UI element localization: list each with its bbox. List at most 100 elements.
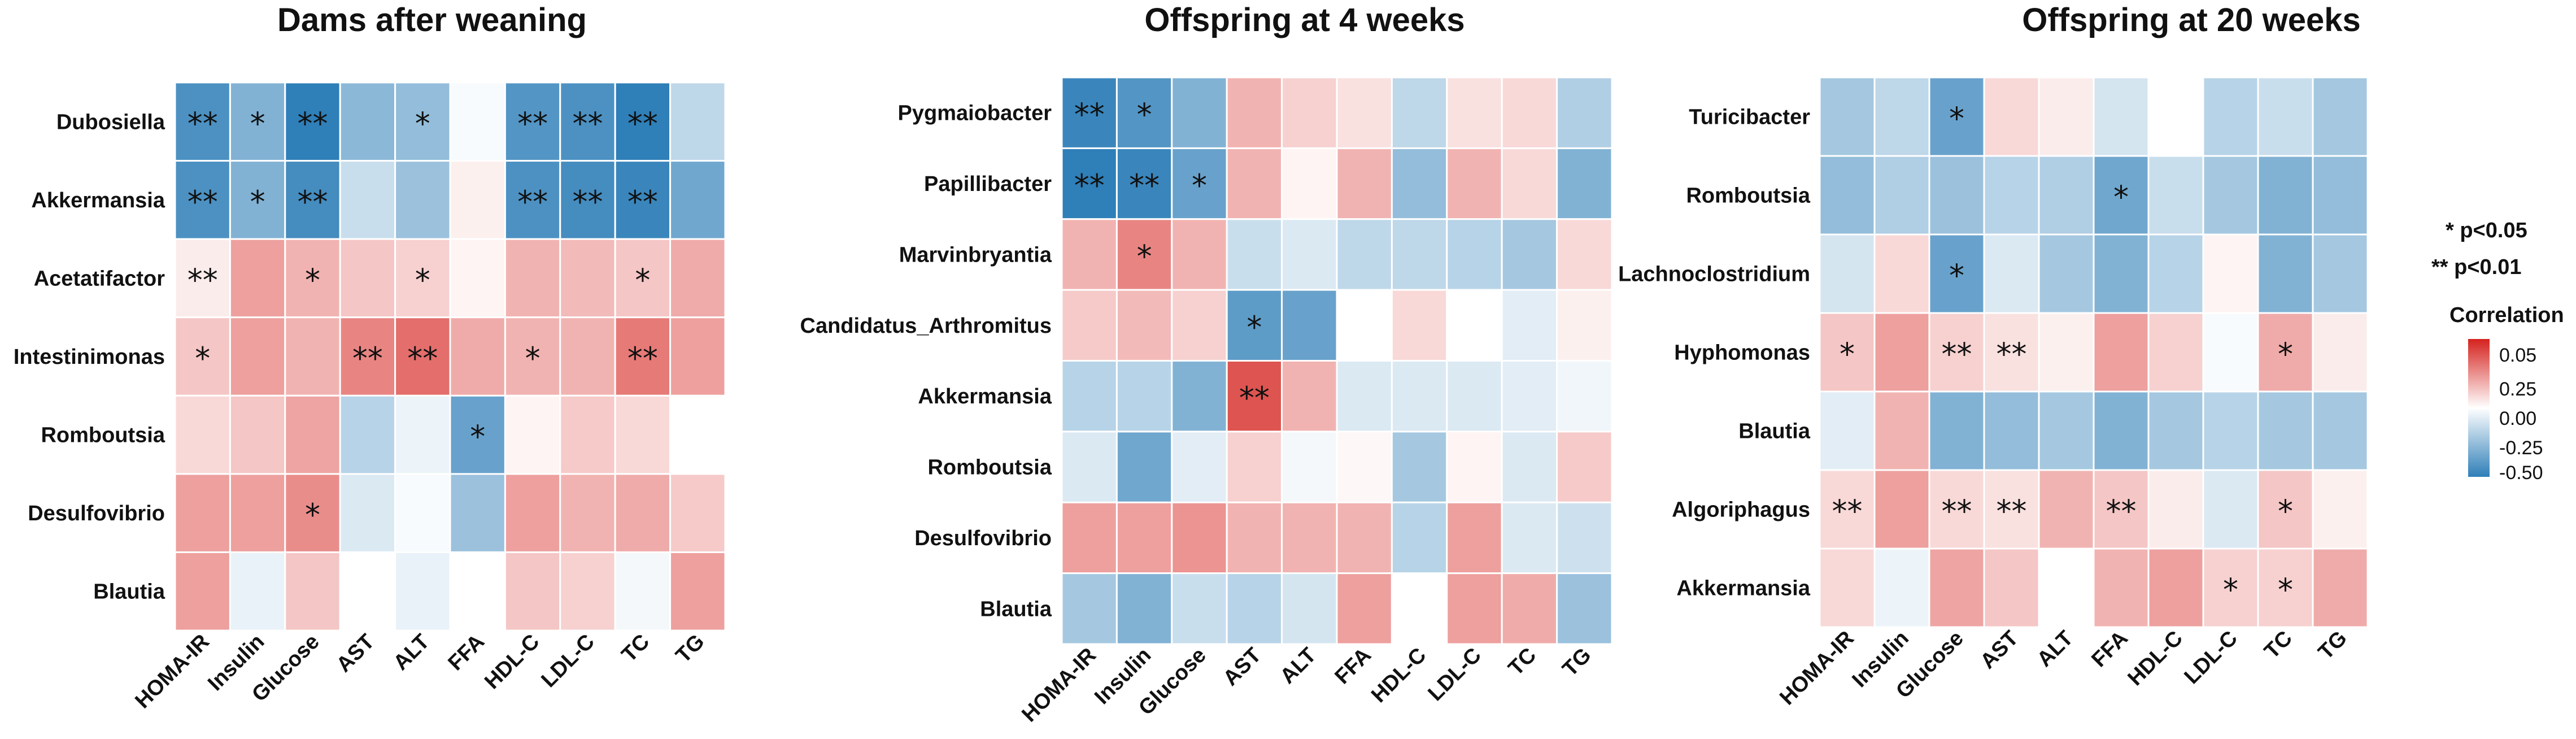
- cell-romboutsia-glucose: [1171, 431, 1228, 503]
- star-pygmaiobacter-insulin: *: [1137, 97, 1152, 133]
- cell-blautia-insulin: [229, 551, 286, 632]
- star-dubosiella-ldl-c: **: [573, 106, 603, 141]
- star-intestinimonas-hdl-c: *: [525, 341, 541, 376]
- cell-candidatus-arthromitus-glucose: [1171, 289, 1228, 362]
- cell-akkermansia-ast: [1983, 547, 2040, 628]
- star-algoriphagus-ast: **: [1997, 494, 2027, 529]
- star-dubosiella-homa-ir: **: [188, 106, 218, 141]
- row-label-algoriphagus: Algoriphagus: [1672, 498, 1810, 522]
- star-akkermansia-ast: **: [1239, 380, 1270, 416]
- cell-blautia-alt: [2038, 390, 2095, 471]
- cell-turicibacter-tg: [2312, 76, 2369, 157]
- star-lachnoclostridium-glucose: *: [1949, 258, 1964, 294]
- star-dubosiella-insulin: *: [250, 106, 265, 141]
- cell-turicibacter-alt: [2038, 76, 2095, 157]
- panel-title: Offspring at 20 weeks: [2022, 2, 2361, 38]
- star-marvinbryantia-insulin: *: [1137, 238, 1152, 274]
- star-acetatifactor-alt: *: [415, 262, 430, 298]
- row-label-candidatus-arthromitus: Candidatus_Arthromitus: [800, 314, 1052, 338]
- cell-romboutsia-alt: [1281, 431, 1338, 503]
- cell-turicibacter-hdl-c: [2147, 76, 2204, 157]
- star-dubosiella-tc: **: [627, 106, 658, 141]
- heatmap-cells: [174, 81, 726, 632]
- cell-blautia-homa-ir: [1061, 572, 1118, 645]
- cell-candidatus-arthromitus-alt: [1281, 289, 1338, 362]
- cell-blautia-tc: [1501, 572, 1558, 645]
- cell-candidatus-arthromitus-tg: [1556, 289, 1613, 362]
- cell-turicibacter-insulin: [1873, 76, 1930, 157]
- cell-algoriphagus-homa-ir: [1819, 469, 1876, 550]
- star-papillibacter-glucose: *: [1192, 168, 1207, 203]
- cell-desulfovibrio-insulin: [229, 473, 286, 554]
- cell-desulfovibrio-homa-ir: [174, 473, 231, 554]
- cell-romboutsia-hdl-c: [504, 394, 561, 475]
- cell-intestinimonas-tg: [669, 316, 726, 397]
- cell-blautia-homa-ir: [1819, 390, 1876, 471]
- cell-turicibacter-ldl-c: [2202, 76, 2259, 157]
- cell-lachnoclostridium-alt: [2038, 233, 2095, 314]
- cell-marvinbryantia-tg: [1556, 218, 1613, 291]
- colorbar-tick-label: 0.05: [2499, 345, 2536, 366]
- cell-candidatus-arthromitus-ffa: [1336, 289, 1393, 362]
- cell-blautia-tc: [614, 551, 672, 632]
- cell-akkermansia-ldl-c: [1446, 360, 1503, 433]
- cell-romboutsia-tc: [614, 394, 672, 475]
- cell-papillibacter-alt: [1281, 147, 1338, 220]
- cell-romboutsia-ldl-c: [559, 394, 616, 475]
- cell-pygmaiobacter-tc: [1501, 76, 1558, 149]
- cell-pygmaiobacter-ast: [1226, 76, 1283, 149]
- row-label-marvinbryantia: Marvinbryantia: [899, 243, 1052, 267]
- panel-offspring-20-weeks: Offspring at 20 weeks **** ** ** *** ** ** ** *…: [1618, 2, 2369, 710]
- cell-turicibacter-ffa: [2093, 76, 2150, 157]
- cell-romboutsia-hdl-c: [1391, 431, 1448, 503]
- cell-akkermansia-homa-ir: [1061, 360, 1118, 433]
- row-label-intestinimonas: Intestinimonas: [14, 345, 165, 369]
- cell-desulfovibrio-glucose: [1171, 501, 1228, 575]
- cell-desulfovibrio-tg: [1556, 501, 1613, 575]
- cell-desulfovibrio-ffa: [449, 473, 506, 554]
- row-label-akkermansia: Akkermansia: [918, 385, 1052, 408]
- cell-pygmaiobacter-hdl-c: [1391, 76, 1448, 149]
- star-akkermansia-homa-ir: **: [188, 184, 218, 220]
- cell-algoriphagus-tc: [2257, 469, 2314, 550]
- cell-akkermansia-insulin: [229, 160, 286, 240]
- star-acetatifactor-glucose: *: [305, 262, 320, 298]
- cell-intestinimonas-homa-ir: [174, 316, 231, 397]
- cell-blautia-ffa: [449, 551, 506, 632]
- cell-blautia-tg: [1556, 572, 1613, 645]
- row-labels: Turicibacter Romboutsia Lachnoclostridium H…: [1618, 106, 1811, 601]
- cell-marvinbryantia-tc: [1501, 218, 1558, 291]
- cell-pygmaiobacter-insulin: [1115, 76, 1173, 149]
- cell-romboutsia-ffa: [1336, 431, 1393, 503]
- cell-desulfovibrio-insulin: [1115, 501, 1173, 575]
- cell-intestinimonas-insulin: [229, 316, 286, 397]
- colorbar-tick-label: 0.00: [2499, 408, 2536, 429]
- cell-akkermansia-insulin: [1115, 360, 1173, 433]
- cell-intestinimonas-ldl-c: [559, 316, 616, 397]
- star-akkermansia-tc: *: [2278, 572, 2293, 608]
- star-akkermansia-glucose: **: [298, 184, 328, 220]
- cell-desulfovibrio-alt: [394, 473, 451, 554]
- star-akkermansia-hdl-c: **: [517, 184, 548, 220]
- cell-romboutsia-alt: [394, 394, 451, 475]
- cell-akkermansia-ast: [339, 160, 396, 240]
- panel-title: Offspring at 4 weeks: [1144, 2, 1464, 38]
- cell-romboutsia-tg: [1556, 431, 1613, 503]
- cell-blautia-ast: [1226, 572, 1283, 645]
- cell-pygmaiobacter-ffa: [1336, 76, 1393, 149]
- cell-desulfovibrio-glucose: [284, 473, 341, 554]
- cell-romboutsia-tc: [2257, 155, 2314, 236]
- cell-desulfovibrio-ast: [1226, 501, 1283, 575]
- cell-algoriphagus-ffa: [2093, 469, 2150, 550]
- star-pygmaiobacter-homa-ir: **: [1074, 97, 1105, 133]
- cell-akkermansia-tc: [2257, 547, 2314, 628]
- cell-blautia-hdl-c: [1391, 572, 1448, 645]
- cell-desulfovibrio-ffa: [1336, 501, 1393, 575]
- cell-hyphomonas-ffa: [2093, 312, 2150, 393]
- cell-dubosiella-ast: [339, 81, 396, 162]
- panel-title: Dams after weaning: [277, 2, 587, 38]
- cell-intestinimonas-alt: [394, 316, 451, 397]
- cell-acetatifactor-glucose: [284, 238, 341, 319]
- cell-romboutsia-glucose: [284, 394, 341, 475]
